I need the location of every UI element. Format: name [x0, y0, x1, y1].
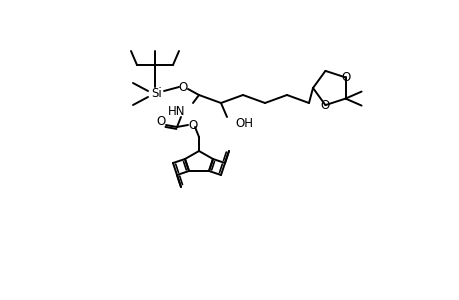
- Text: O: O: [178, 80, 187, 94]
- Text: Si: Si: [151, 86, 162, 100]
- Text: O: O: [188, 118, 197, 131]
- Text: O: O: [320, 99, 330, 112]
- Text: OH: OH: [235, 116, 252, 130]
- Text: O: O: [156, 115, 165, 128]
- Text: HN: HN: [167, 104, 185, 118]
- Text: O: O: [340, 71, 349, 84]
